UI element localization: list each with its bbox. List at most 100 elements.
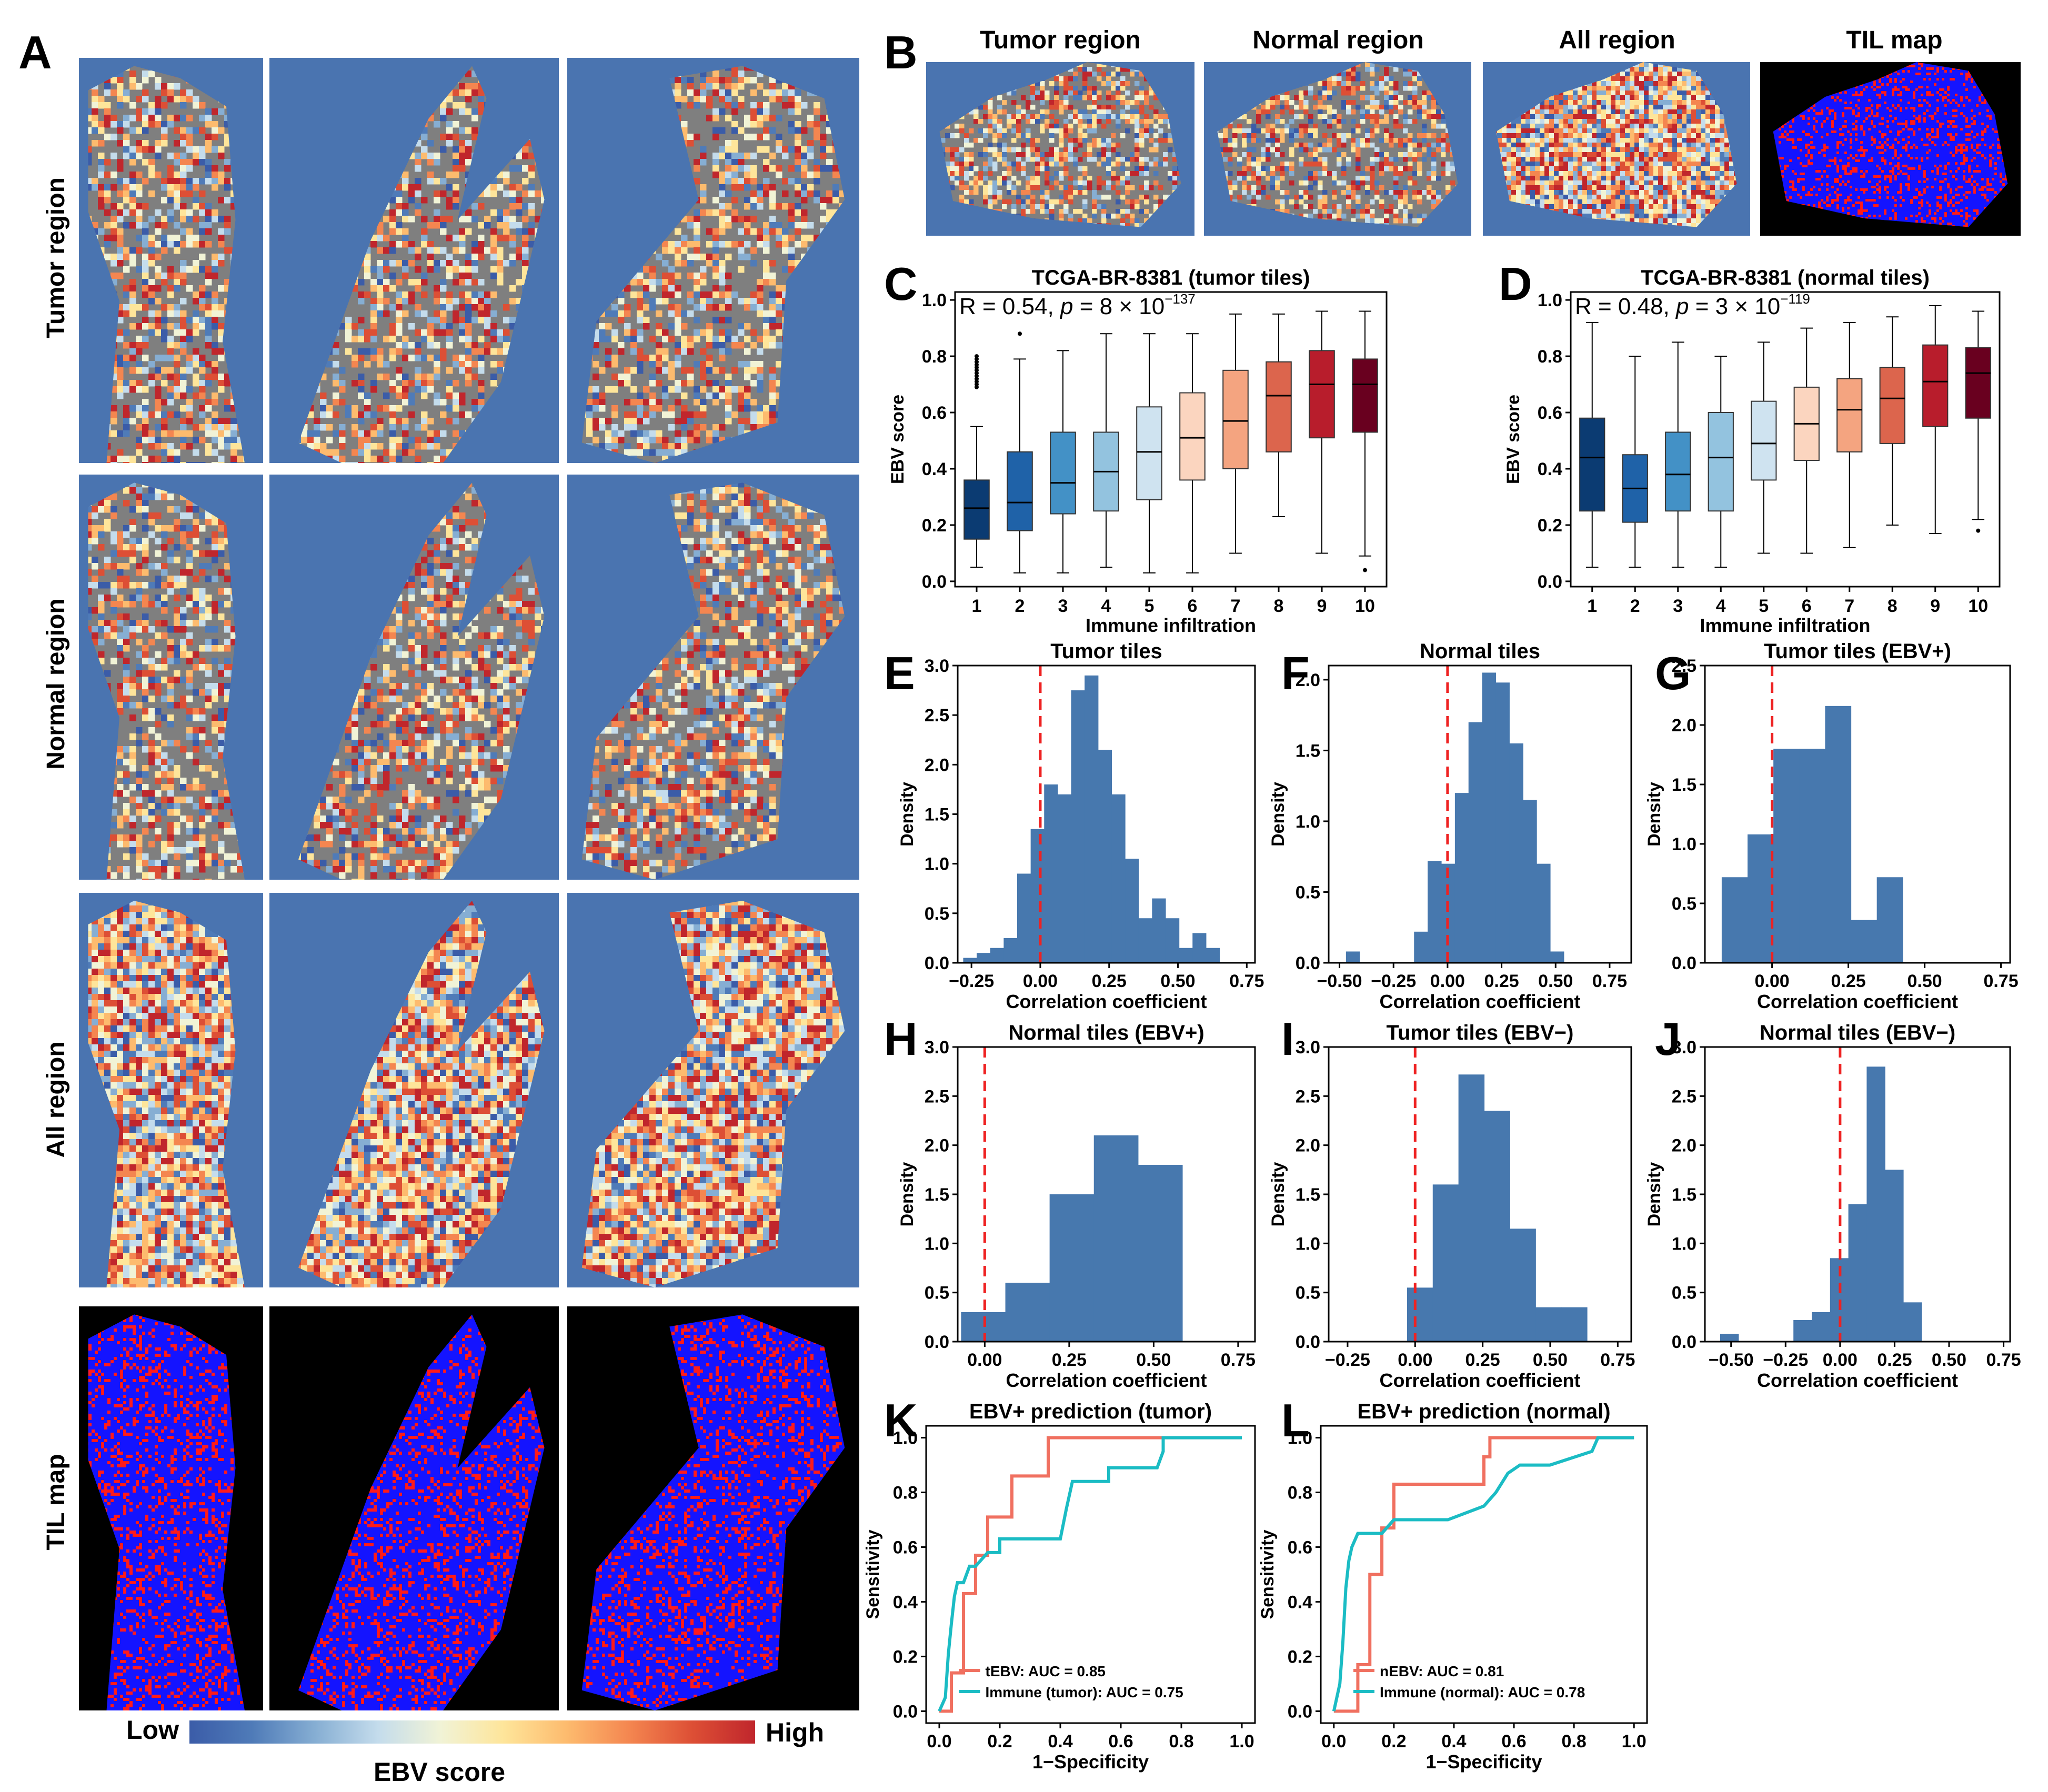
tile	[161, 411, 168, 418]
tile	[731, 336, 738, 343]
tile	[782, 235, 789, 241]
tile	[389, 405, 396, 412]
tile	[763, 323, 770, 330]
tile	[415, 178, 421, 185]
tile	[490, 374, 497, 380]
tile	[528, 241, 535, 248]
tile	[788, 102, 795, 109]
tile	[199, 146, 206, 153]
tile	[427, 437, 434, 444]
tile	[136, 494, 143, 500]
tile	[174, 197, 180, 204]
tile	[750, 115, 757, 122]
tile	[605, 418, 612, 425]
tile	[174, 525, 180, 532]
tile	[490, 190, 497, 197]
panel-letter-a: A	[18, 26, 52, 78]
tile	[725, 66, 732, 71]
tile	[725, 203, 732, 210]
tile	[744, 216, 751, 223]
tile	[719, 367, 726, 374]
tile	[801, 159, 808, 166]
tile	[687, 298, 694, 305]
tile	[402, 418, 409, 425]
tile	[643, 304, 650, 311]
tile	[186, 96, 193, 103]
tile	[193, 203, 199, 210]
tile	[377, 443, 384, 450]
tile	[624, 399, 631, 406]
tile	[776, 89, 782, 96]
tile	[757, 291, 764, 298]
tile	[199, 525, 206, 532]
tile	[307, 437, 314, 444]
tile	[98, 595, 105, 601]
tile	[88, 613, 92, 620]
tile	[459, 367, 466, 374]
tile	[129, 247, 136, 254]
tile	[136, 266, 143, 273]
tile	[814, 172, 820, 178]
tile	[396, 392, 403, 399]
tile	[731, 342, 738, 349]
tile	[769, 197, 776, 204]
tile	[763, 127, 770, 134]
tile	[446, 392, 453, 399]
tile	[719, 342, 726, 349]
tile	[630, 399, 637, 406]
tile	[180, 531, 187, 538]
tile	[459, 153, 466, 159]
tile	[212, 361, 218, 368]
tile	[706, 355, 713, 361]
tile	[136, 639, 143, 646]
tile	[719, 146, 726, 153]
tile	[649, 380, 656, 387]
tile	[148, 216, 155, 223]
tile	[123, 209, 130, 216]
tile	[117, 178, 124, 185]
tile	[471, 134, 478, 140]
tile	[193, 651, 199, 658]
tile	[757, 411, 764, 418]
tile	[421, 291, 428, 298]
tile	[205, 399, 212, 406]
tile	[769, 291, 776, 298]
tile	[161, 355, 168, 361]
tile	[801, 146, 808, 153]
tile	[490, 329, 497, 336]
tile	[98, 506, 105, 513]
tile	[161, 620, 168, 627]
tile	[142, 273, 149, 279]
tile	[377, 228, 384, 235]
tile	[465, 89, 472, 96]
tile	[757, 228, 764, 235]
tile	[453, 121, 459, 128]
tile	[459, 411, 466, 418]
tile	[205, 228, 212, 235]
tile	[174, 582, 180, 589]
tile	[421, 134, 428, 140]
tile	[148, 411, 155, 418]
tile	[320, 411, 327, 418]
tile	[440, 323, 447, 330]
tile	[820, 165, 827, 172]
tile	[193, 153, 199, 159]
tile	[352, 355, 358, 361]
tile	[795, 140, 801, 147]
tile	[186, 411, 193, 418]
tile	[377, 405, 384, 412]
tile	[111, 494, 117, 500]
tile	[681, 127, 688, 134]
tile	[402, 178, 409, 185]
tile	[757, 121, 764, 128]
tile	[218, 285, 225, 292]
tile	[408, 279, 415, 286]
tile	[129, 77, 136, 84]
tile	[174, 172, 180, 178]
tile	[389, 348, 396, 355]
tile	[155, 677, 162, 683]
tile	[459, 235, 466, 241]
tile	[675, 241, 681, 248]
tile	[471, 115, 478, 122]
tile	[358, 317, 365, 324]
